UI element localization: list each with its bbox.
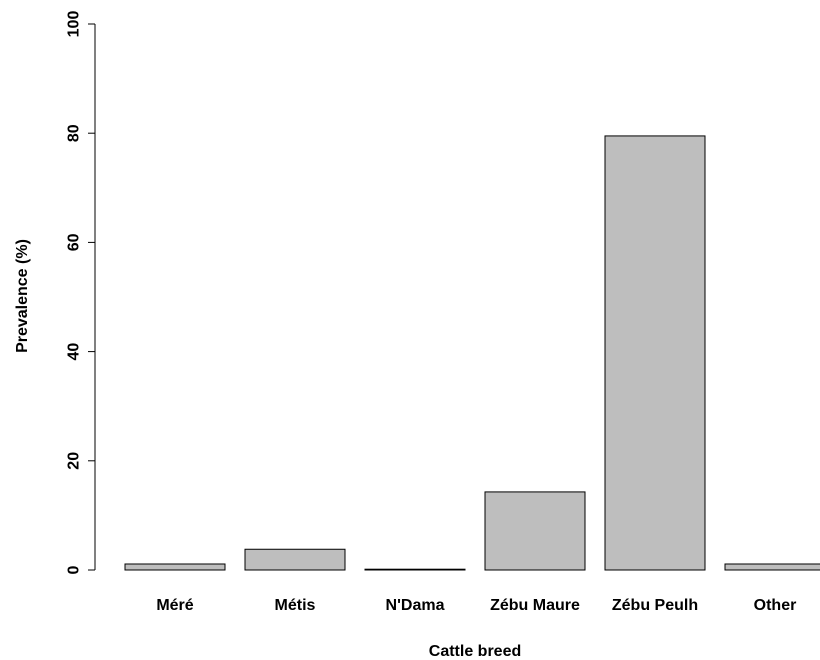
bar <box>484 491 586 571</box>
x-tick-label: Zébu Maure <box>490 597 580 614</box>
x-axis-labels: Méré Métis N'Dama Zébu Maure Zébu Peulh Other <box>156 597 796 614</box>
y-tick-label: 20 <box>66 452 83 470</box>
y-tick-label: 0 <box>66 565 83 574</box>
x-axis-title: Cattle breed <box>429 643 521 660</box>
bar <box>604 135 706 571</box>
x-tick-label: Other <box>754 597 797 614</box>
bar <box>724 563 820 571</box>
bar <box>244 548 346 571</box>
y-tick-label: 100 <box>66 11 83 38</box>
bar <box>124 563 226 571</box>
x-tick-label: Zébu Peulh <box>612 597 698 614</box>
y-tick-label: 60 <box>66 233 83 251</box>
y-axis-title: Prevalence (%) <box>14 239 31 353</box>
y-axis: 0 20 40 60 80 100 <box>66 11 96 574</box>
bar <box>364 568 466 571</box>
y-tick-label: 40 <box>66 343 83 361</box>
y-tick-label: 80 <box>66 124 83 142</box>
bars <box>124 135 820 571</box>
x-tick-label: Métis <box>275 597 316 614</box>
x-tick-label: N'Dama <box>386 597 445 614</box>
x-tick-label: Méré <box>156 597 193 614</box>
